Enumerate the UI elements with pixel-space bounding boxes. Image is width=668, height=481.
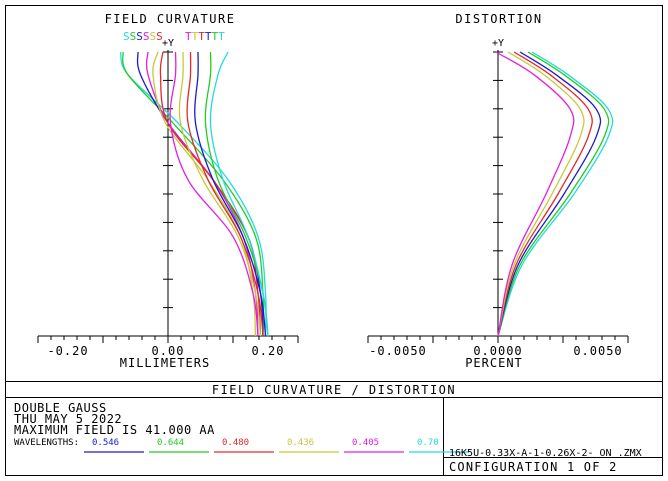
legend-letter: S <box>156 30 163 43</box>
series-line <box>159 51 262 337</box>
wavelength-value: 0.480 <box>222 438 249 448</box>
series-line <box>186 51 264 337</box>
series-line <box>497 51 614 337</box>
series-line <box>178 51 262 337</box>
distortion-xlabel: PERCENT <box>465 356 523 370</box>
series-line <box>497 51 602 337</box>
wavelength-value: 0.546 <box>92 438 119 448</box>
legend-letter: S <box>130 30 137 43</box>
distortion-title: DISTORTION <box>455 12 542 26</box>
legend-letter: T <box>212 30 219 43</box>
wavelength-value: 0.70 <box>417 438 439 448</box>
legend-tangential-labels: TTTTTT <box>185 30 225 43</box>
y-axis-label: +Y <box>492 38 504 49</box>
lens-name: DOUBLE GAUSS <box>14 401 107 415</box>
x-tick-label: 0.0050 <box>573 344 622 358</box>
plot-title: FIELD CURVATURE / DISTORTION <box>212 383 456 397</box>
x-tick-label: 0.0000 <box>473 344 522 358</box>
outer-border <box>5 5 663 476</box>
legend-letter: T <box>185 30 192 43</box>
series-line <box>497 51 585 337</box>
legend-letter: T <box>218 30 225 43</box>
series-line <box>495 51 575 337</box>
x-tick-label: 0.00 <box>152 344 185 358</box>
legend-sagittal-labels: SSSSSS <box>123 30 163 43</box>
series-line <box>497 51 610 337</box>
date-text: THU MAY 5 2022 <box>14 412 122 426</box>
legend-letter: S <box>150 30 157 43</box>
field-curvature-title: FIELD CURVATURE <box>105 12 236 26</box>
series-line <box>119 51 267 337</box>
wavelength-value: 0.405 <box>352 438 379 448</box>
max-field-text: MAXIMUM FIELD IS 41.000 AA <box>14 423 215 437</box>
series-line <box>169 51 259 337</box>
series-line <box>209 51 269 337</box>
file-name: 16K5U-0.33X-A-1-0.26X-2- ON .ZMX <box>449 448 642 459</box>
series-line <box>122 51 265 337</box>
configuration-text: CONFIGURATION 1 OF 2 <box>449 460 618 474</box>
legend-letter: T <box>198 30 205 43</box>
legend-letter: T <box>192 30 199 43</box>
wavelength-value: 0.436 <box>287 438 314 448</box>
x-tick-label: -0.0050 <box>369 344 427 358</box>
distortion-chart: -0.0050 0.0000 0.0050 +Y <box>367 38 629 358</box>
x-tick-label: 0.20 <box>252 344 285 358</box>
field-curvature-chart: -0.20 0.00 0.20 +Y <box>37 38 299 358</box>
y-axis-label: +Y <box>162 38 174 49</box>
legend-letter: T <box>205 30 212 43</box>
x-tick-label: -0.20 <box>47 344 88 358</box>
field-curvature-legend: SSSSSS TTTTTT <box>123 30 225 43</box>
wavelength-legend: 0.546 0.644 0.480 0.436 0.405 0.70 <box>84 438 469 453</box>
legend-letter: S <box>143 30 150 43</box>
wavelengths-label: WAVELENGTHS: <box>14 438 79 448</box>
series-line <box>497 51 593 337</box>
legend-letter: S <box>123 30 130 43</box>
wavelength-value: 0.644 <box>157 438 184 448</box>
field-curvature-xlabel: MILLIMETERS <box>120 356 210 370</box>
series-line <box>194 51 267 337</box>
legend-letter: S <box>136 30 143 43</box>
